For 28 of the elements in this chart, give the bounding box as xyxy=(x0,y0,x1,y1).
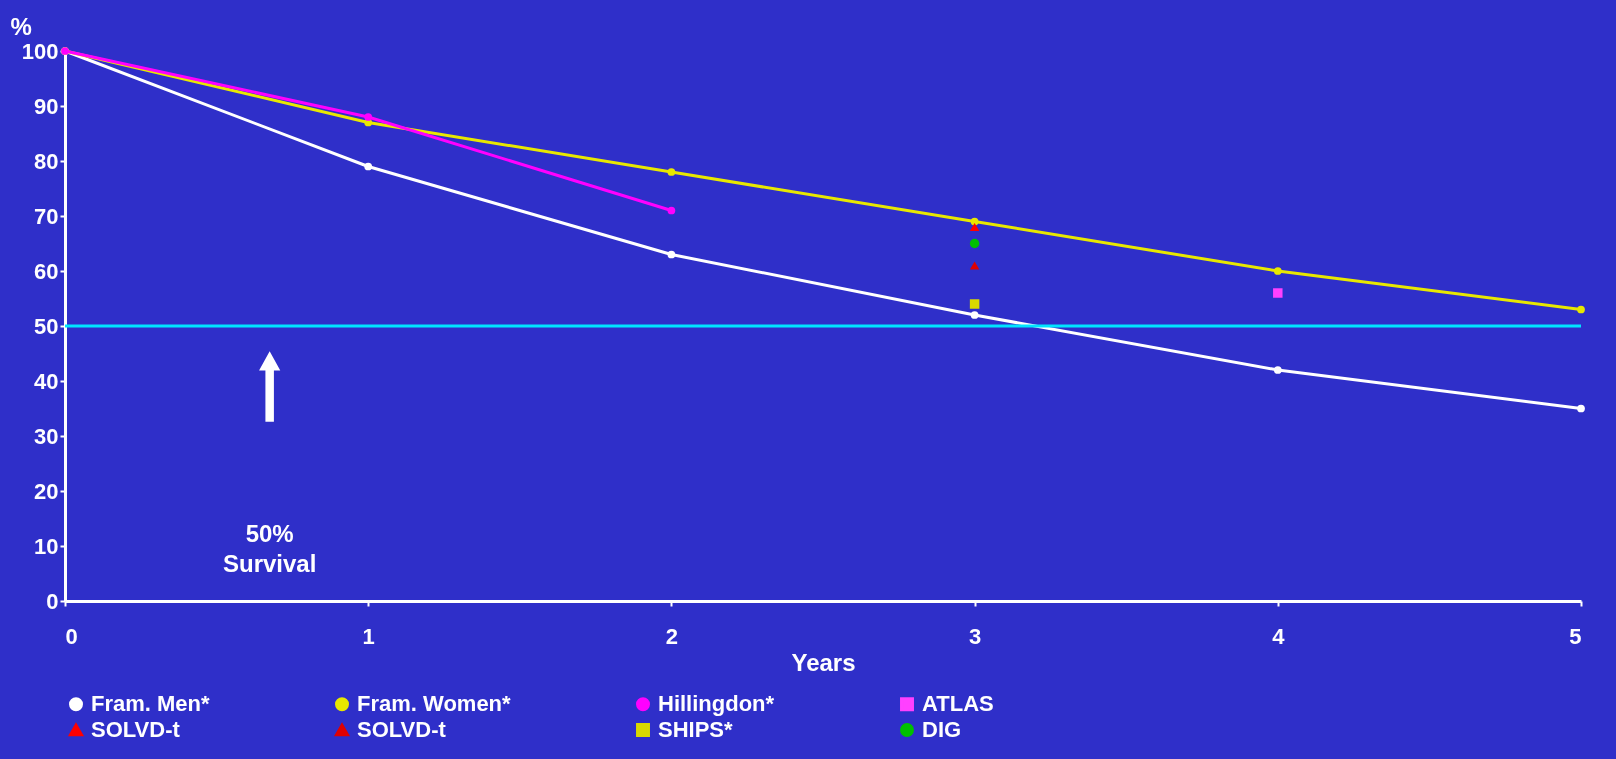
y-tick-label: 100 xyxy=(21,38,59,64)
legend-label: ATLAS xyxy=(922,691,994,717)
y-axis-title: % xyxy=(10,12,32,40)
annotation: 50% Survival xyxy=(222,520,317,577)
legend-label: DIG xyxy=(922,717,962,742)
y-tick-label: 50 xyxy=(34,313,59,339)
x-axis-title: Years xyxy=(791,648,856,676)
x-tick-label: 5 xyxy=(1569,623,1582,649)
x-tick-label: 3 xyxy=(968,623,982,649)
y-tick-label: 30 xyxy=(34,423,59,449)
y-tick-label: 60 xyxy=(34,258,59,284)
x-tick-label: 1 xyxy=(362,623,375,649)
y-tick-label: 90 xyxy=(34,93,59,119)
x-tick-label: 0 xyxy=(65,623,78,649)
legend-label: SOLVD-t xyxy=(91,717,181,742)
legend-label: SOLVD-t xyxy=(357,717,447,742)
y-tick-label: 20 xyxy=(34,478,59,504)
y-tick-label: 0 xyxy=(46,588,59,614)
x-tick-label: 2 xyxy=(665,623,679,649)
legend-label: Fram. Women* xyxy=(357,691,512,717)
legend-label: SHIPS* xyxy=(658,717,734,742)
legend-label: Hillingdon* xyxy=(658,691,775,717)
y-tick-label: 80 xyxy=(34,148,59,174)
legend-label: Fram. Men* xyxy=(91,691,211,717)
y-tick-label: 10 xyxy=(34,533,59,559)
y-tick-label: 40 xyxy=(34,368,59,394)
y-tick-label: 70 xyxy=(34,203,59,229)
x-tick-label: 4 xyxy=(1272,623,1286,649)
